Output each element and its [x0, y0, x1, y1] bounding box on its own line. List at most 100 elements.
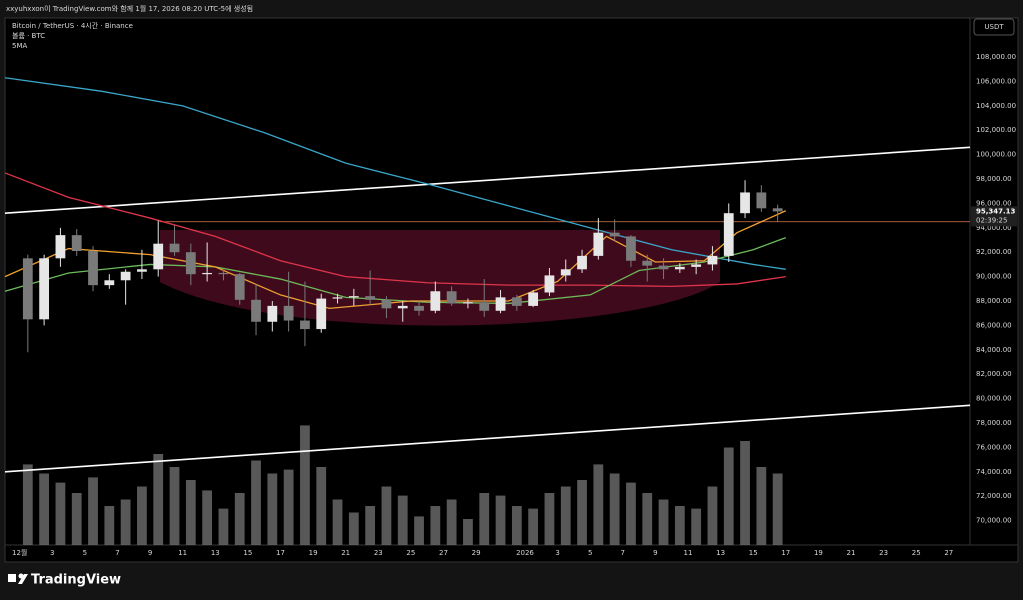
volume-bar: [185, 480, 196, 545]
y-tick-label: 92,000.00: [976, 248, 1012, 256]
candle-body: [348, 296, 359, 298]
candle-body: [609, 232, 620, 237]
volume-bar: [577, 480, 587, 545]
volume-bar: [691, 508, 702, 545]
legend-title: Bitcoin / TetherUS · 4시간 · Binance: [12, 21, 133, 30]
currency-label: USDT: [984, 23, 1004, 31]
volume-bar: [414, 516, 424, 545]
candle-body: [642, 260, 653, 266]
candle-body: [169, 243, 180, 253]
volume-bar: [153, 454, 164, 545]
x-tick-label: 9: [148, 549, 152, 557]
y-tick-label: 70,000.00: [976, 517, 1012, 525]
legend-line: 5MA: [12, 42, 27, 50]
x-tick-label: 11: [684, 549, 693, 557]
candle-body: [267, 305, 278, 322]
y-tick-label: 96,000.00: [976, 199, 1012, 207]
volume-bar: [137, 486, 147, 545]
y-tick-label: 74,000.00: [976, 468, 1012, 476]
candle-body: [528, 292, 539, 306]
volume-bar: [300, 425, 310, 545]
candle-body: [137, 269, 147, 272]
candle-body: [332, 297, 343, 299]
x-tick-label: 19: [309, 549, 318, 557]
x-tick-label: 5: [588, 549, 592, 557]
volume-bar: [756, 467, 767, 545]
candle-body: [446, 291, 457, 304]
candle-body: [560, 269, 571, 276]
x-tick-label: 17: [781, 549, 790, 557]
y-tick-label: 102,000.00: [976, 126, 1016, 134]
volume-bar: [332, 499, 343, 545]
candle-body: [153, 243, 164, 270]
volume-bar: [365, 506, 376, 545]
x-tick-label: 25: [912, 549, 921, 557]
x-tick-label: 27: [439, 549, 448, 557]
candle-body: [22, 258, 33, 320]
moving-average: [4, 77, 786, 270]
volume-bar: [740, 441, 750, 545]
volume-bar: [479, 493, 490, 545]
volume-bar: [202, 490, 213, 545]
candle-body: [316, 298, 327, 330]
candle-body: [511, 297, 522, 306]
volume-bar: [723, 447, 734, 545]
candle-body: [658, 265, 669, 270]
candle-body: [495, 297, 506, 311]
volume-bar: [169, 467, 180, 545]
volume-bar: [642, 493, 653, 545]
x-tick-label: 17: [276, 549, 285, 557]
candle-body: [544, 275, 555, 293]
x-tick-label: 15: [749, 549, 758, 557]
currency-button[interactable]: [973, 18, 1015, 36]
candle-body: [430, 291, 441, 311]
candle-body: [577, 255, 587, 270]
x-tick-label: 23: [374, 549, 383, 557]
moving-average: [4, 236, 787, 305]
candle-body: [691, 264, 702, 267]
moving-average: [4, 172, 786, 288]
x-tick-label: 27: [944, 549, 953, 557]
x-tick-label: 7: [115, 549, 119, 557]
volume-bar: [120, 499, 131, 545]
candle-body: [707, 255, 718, 265]
y-tick-label: 80,000.00: [976, 395, 1012, 403]
header-text: xxyuhxxon이 TradingView.com와 함께 1월 17, 20…: [6, 4, 253, 13]
volume-bar: [218, 508, 229, 545]
candle-body: [104, 280, 115, 286]
y-tick-label: 84,000.00: [976, 346, 1012, 354]
candle-body: [71, 235, 82, 252]
x-tick-label: 9: [653, 549, 657, 557]
candle-body: [120, 271, 131, 281]
y-tick-label: 108,000.00: [976, 53, 1016, 61]
y-tick-label: 90,000.00: [976, 273, 1012, 281]
candle-body: [626, 236, 636, 261]
candle-body: [463, 302, 473, 304]
y-tick-label: 100,000.00: [976, 151, 1016, 159]
pattern-shape: [160, 230, 720, 326]
candle-body: [185, 252, 196, 275]
candle-body: [202, 272, 213, 275]
brand: TradingView: [31, 573, 121, 588]
x-tick-label: 3: [50, 549, 54, 557]
volume-bar: [674, 506, 685, 545]
volume-bar: [381, 486, 392, 545]
candle-body: [234, 274, 245, 300]
candle-body: [39, 258, 50, 320]
countdown: 02:39:25: [976, 216, 1007, 224]
volume-bar: [55, 482, 66, 545]
last-price-label: 95,347.13: [976, 207, 1016, 215]
volume-bar: [544, 493, 555, 545]
volume-bar: [234, 493, 245, 545]
candle-body: [218, 272, 229, 275]
x-tick-label: 21: [847, 549, 856, 557]
trend-line: [4, 404, 971, 473]
x-tick-label: 13: [716, 549, 725, 557]
x-tick-label: 19: [814, 549, 823, 557]
y-tick-label: 76,000.00: [976, 443, 1012, 451]
x-tick-label: 5: [83, 549, 87, 557]
volume-bar: [658, 499, 669, 545]
trend-line: [4, 146, 971, 214]
